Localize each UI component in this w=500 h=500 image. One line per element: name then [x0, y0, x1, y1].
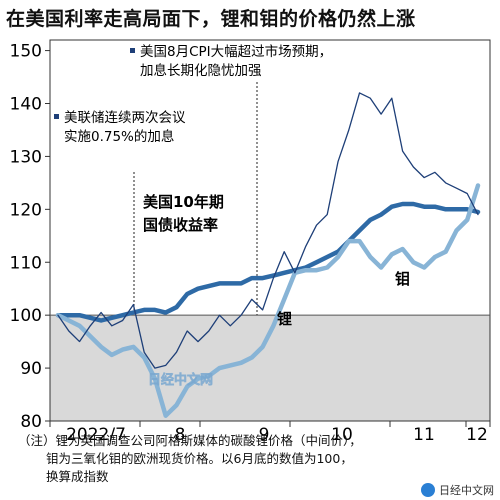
plot-frame [49, 39, 491, 422]
footnote: （注）锂为英国调查公司阿格斯媒体的碳酸锂价格（中间价）， 钼为三氧化钼的欧洲现货… [18, 432, 488, 486]
us10y-series-line [55, 201, 481, 323]
fed-annotation-line2: 实施0.75%的加息 [64, 128, 174, 145]
footnote-line1: （注）锂为英国调查公司阿格斯媒体的碳酸锂价格（中间价）， [18, 433, 362, 448]
chart-grid [49, 39, 491, 422]
x-tick-label: 10 [331, 425, 353, 445]
footnote-line2: 钼为三氧化钼的欧洲现货价格。以6月底的数值为100， [46, 451, 353, 466]
chart-title: 在美国利率走高局面下，锂和钼的价格仍然上涨 [6, 8, 416, 30]
y-tick-label: 120 [10, 200, 42, 220]
cpi-annotation-line2: 加息长期化隐忧加强 [140, 62, 262, 79]
x-axis: 2022/7 8 9 10 11 12 [49, 421, 491, 445]
y-tick-label: 110 [10, 253, 42, 273]
brand-text: 日经中文网 [439, 484, 494, 497]
cpi-bullet [130, 48, 135, 53]
x-tick-label: 9 [259, 425, 270, 445]
x-tick-label: 11 [413, 425, 435, 445]
y-tick-label: 150 [10, 42, 42, 62]
watermark-text: 日经中文网 [148, 372, 213, 388]
brand-watermark: 日经中文网 [421, 482, 494, 498]
y-tick-label: 90 [20, 359, 42, 379]
y-tick-label: 130 [10, 147, 42, 167]
y-tick-label: 140 [10, 95, 42, 115]
x-tick-label: 8 [175, 425, 186, 445]
x-tick-label: 2022/7 [66, 425, 126, 445]
brand-logo-icon [421, 483, 435, 497]
footnote-line3: 换算成指数 [46, 469, 109, 484]
y-axis: 80 90 100 110 120 130 140 150 [10, 42, 50, 432]
cpi-annotation-line1: 美国8月CPI大幅超过市场预期， [140, 43, 332, 60]
lithium-series-line [55, 183, 481, 418]
us10y-label-line2: 国债收益率 [143, 216, 218, 234]
us10y-label-line1: 美国10年期 [143, 193, 224, 211]
y-tick-label: 100 [10, 306, 42, 326]
molybdenum-series-line [57, 92, 479, 369]
fed-bullet [54, 114, 59, 119]
y-tick-label: 80 [20, 412, 42, 432]
lithium-label: 锂 [277, 310, 292, 328]
molybdenum-label: 钼 [395, 270, 410, 288]
fed-annotation-line1: 美联储连续两次会议 [64, 110, 186, 126]
x-tick-label: 12 [466, 425, 488, 445]
series-layer [55, 92, 481, 418]
